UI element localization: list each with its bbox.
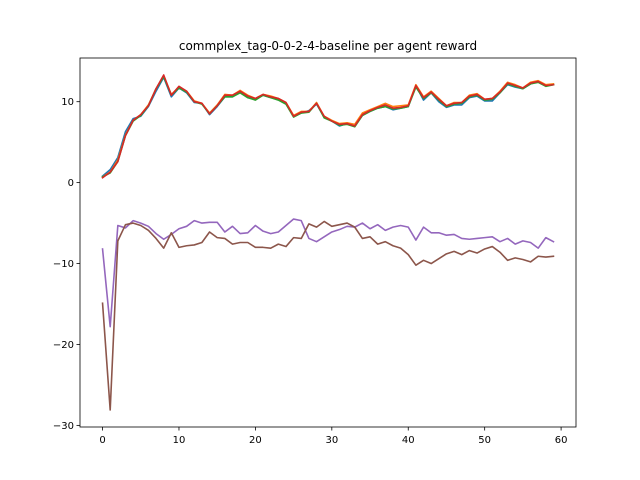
x-tick-label: 20 xyxy=(249,435,262,446)
x-tick-label: 50 xyxy=(478,435,491,446)
x-tick-label: 10 xyxy=(173,435,186,446)
x-tick-label: 40 xyxy=(402,435,415,446)
y-tick-label: −20 xyxy=(53,340,74,351)
chart-title: commplex_tag-0-0-2-4-baseline per agent … xyxy=(179,39,477,53)
x-tick-label: 0 xyxy=(99,435,105,446)
series-line-4 xyxy=(101,218,555,328)
x-tick-label: 30 xyxy=(325,435,338,446)
plot-area-frame xyxy=(79,57,577,428)
series-line-5 xyxy=(101,220,555,411)
y-tick-label: 10 xyxy=(61,97,74,108)
y-tick-label: −10 xyxy=(53,259,74,270)
series-line-3 xyxy=(101,74,555,179)
plot-lines xyxy=(101,74,555,411)
x-axis: 0 10 20 30 40 50 60 xyxy=(99,427,567,446)
y-tick-label: −30 xyxy=(53,421,74,432)
y-tick-label: 0 xyxy=(68,178,74,189)
y-axis: −30 −20 −10 0 10 xyxy=(53,97,80,432)
x-tick-label: 60 xyxy=(555,435,568,446)
